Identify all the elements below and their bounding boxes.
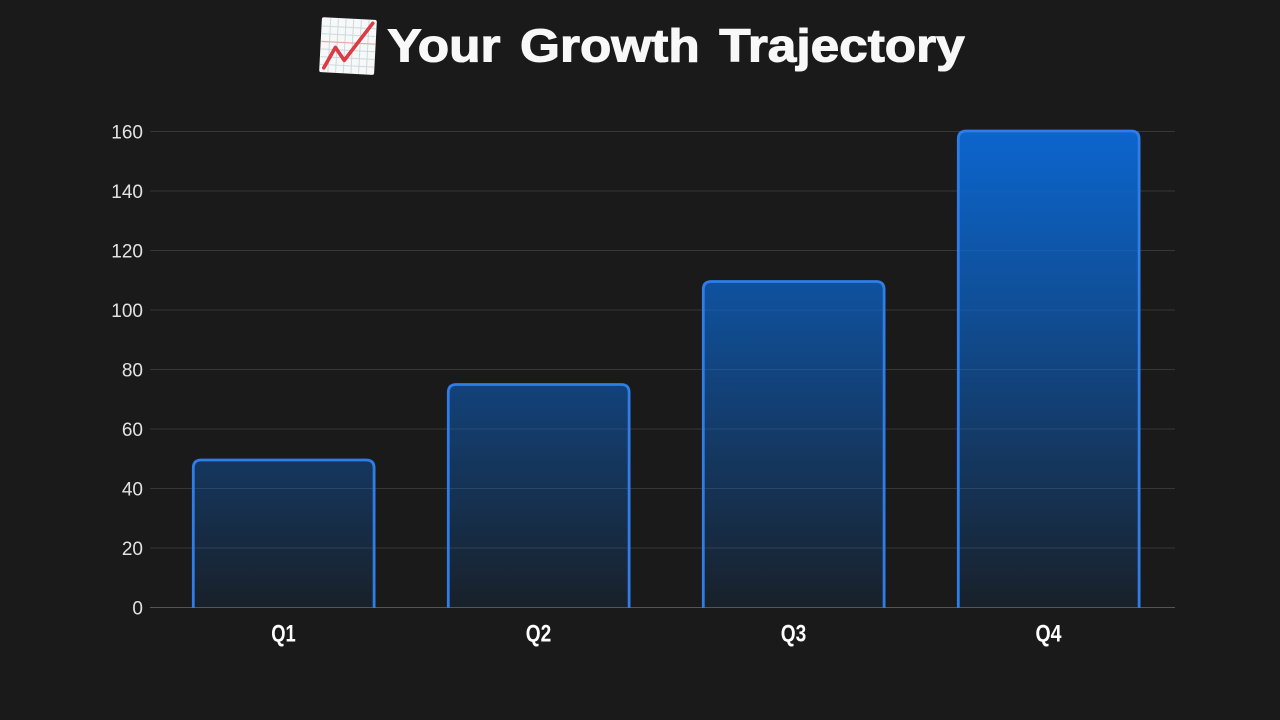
- svg-text:Q2: Q2: [526, 621, 552, 648]
- svg-text:Q4: Q4: [1036, 621, 1063, 648]
- svg-text:Q3: Q3: [781, 621, 807, 648]
- svg-text:Your Growth Trajectory: Your Growth Trajectory: [387, 21, 964, 72]
- svg-text:40: 40: [122, 479, 143, 500]
- svg-text:Q1: Q1: [271, 621, 296, 648]
- svg-text:160: 160: [111, 122, 143, 143]
- svg-text:100: 100: [111, 301, 143, 322]
- svg-text:80: 80: [122, 360, 143, 381]
- svg-text:20: 20: [122, 539, 143, 560]
- svg-text:140: 140: [111, 182, 143, 203]
- svg-text:0: 0: [132, 598, 143, 619]
- svg-text:60: 60: [122, 420, 143, 441]
- svg-text:120: 120: [111, 241, 143, 262]
